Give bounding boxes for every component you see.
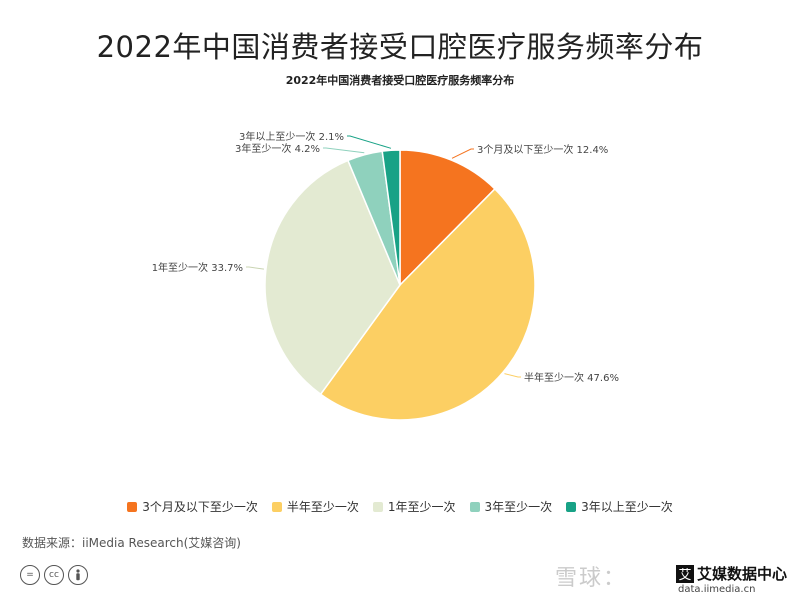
legend-label: 3个月及以下至少一次 <box>142 500 258 514</box>
logo-text: 艾媒数据中心 <box>697 565 788 583</box>
data-label: 半年至少一次 47.6% <box>524 371 619 384</box>
legend-swatch <box>127 501 138 512</box>
brand-logo: 艾 艾媒数据中心 data.iimedia.cn <box>676 563 798 597</box>
license-icons: = cc <box>20 565 88 585</box>
legend-swatch <box>469 501 480 512</box>
legend-label: 半年至少一次 <box>286 500 359 514</box>
equals-icon: = <box>20 565 40 585</box>
legend-item[interactable]: 3个月及以下至少一次 <box>127 498 258 515</box>
label-leader-line <box>504 373 521 378</box>
chart-title: 2022年中国消费者接受口腔医疗服务频率分布 <box>285 74 515 87</box>
person-icon <box>68 565 88 585</box>
legend-label: 3年以上至少一次 <box>581 500 673 514</box>
pie-slice[interactable] <box>381 149 401 286</box>
label-leader-line <box>451 148 474 159</box>
legend-item[interactable]: 半年至少一次 <box>271 498 359 515</box>
legend-swatch <box>566 501 577 512</box>
logo-mark-icon: 艾 <box>676 564 694 583</box>
watermark: 雪球： <box>555 566 628 591</box>
legend-label: 1年至少一次 <box>387 500 456 514</box>
data-label: 3年至少一次 4.2% <box>235 142 320 155</box>
legend-item[interactable]: 1年至少一次 <box>372 498 456 515</box>
label-leader-line <box>323 147 365 154</box>
chart-legend: 3个月及以下至少一次 半年至少一次 1年至少一次 3年至少一次 3年以上至少一次 <box>0 498 800 515</box>
data-label: 3年以上至少一次 2.1% <box>239 130 344 143</box>
logo-subtext: data.iimedia.cn <box>678 584 756 595</box>
pie-slice[interactable] <box>399 149 496 287</box>
data-label: 1年至少一次 33.7% <box>152 261 243 274</box>
pie-slice[interactable] <box>319 187 536 421</box>
legend-label: 3年至少一次 <box>484 500 553 514</box>
legend-swatch <box>271 501 282 512</box>
cc-icon: cc <box>44 565 64 585</box>
legend-item[interactable]: 3年以上至少一次 <box>566 498 673 515</box>
data-label: 3个月及以下至少一次 12.4% <box>477 143 608 156</box>
label-leader-line <box>246 266 264 270</box>
data-source: 数据来源：iiMedia Research(艾媒咨询) <box>22 536 241 550</box>
page-title: 2022年中国消费者接受口腔医疗服务频率分布 <box>96 30 704 64</box>
legend-swatch <box>372 501 383 512</box>
pie-slice[interactable] <box>264 159 401 396</box>
label-leader-line <box>347 135 392 149</box>
legend-item[interactable]: 3年至少一次 <box>469 498 553 515</box>
